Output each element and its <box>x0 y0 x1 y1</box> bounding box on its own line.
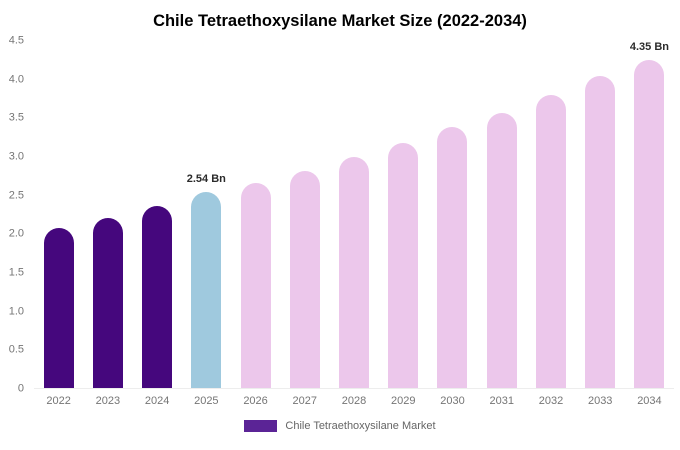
legend-swatch <box>244 420 278 432</box>
bar-column-2025: 2.54 Bn <box>182 41 231 388</box>
x-tick-2026: 2026 <box>243 395 268 407</box>
bar-2026[interactable] <box>240 182 271 388</box>
x-tick-2031: 2031 <box>489 395 514 407</box>
x-tick-2027: 2027 <box>292 395 318 407</box>
x-tick-2024: 2024 <box>144 395 170 407</box>
y-tick-0: 0 <box>17 382 24 395</box>
bar-2023[interactable] <box>92 218 123 388</box>
y-tick-3.0: 3.0 <box>8 150 24 163</box>
bar-column-2024 <box>132 41 181 388</box>
y-axis: 0 0.5 1.0 1.5 2.0 2.5 3.0 3.5 4.0 4.5 <box>0 35 28 394</box>
bar-2024[interactable] <box>142 206 173 388</box>
bar-2032[interactable] <box>535 94 566 388</box>
bar-2027[interactable] <box>289 170 320 388</box>
x-tick-2029: 2029 <box>391 395 416 407</box>
bar-column-2027 <box>280 41 329 388</box>
bar-column-2029 <box>379 41 428 388</box>
x-axis: 2022 2023 2024 2025 2026 2027 2028 2029 2030 2031… <box>34 395 674 407</box>
bar-column-2031 <box>477 41 526 388</box>
y-tick-1.5: 1.5 <box>8 266 24 279</box>
x-tick-2023: 2023 <box>95 395 121 407</box>
x-tick-2033: 2033 <box>587 395 613 407</box>
bar-2031[interactable] <box>486 112 517 388</box>
bar-2030[interactable] <box>437 127 468 388</box>
x-tick-2025: 2025 <box>194 395 219 407</box>
bar-2029[interactable] <box>388 142 419 388</box>
bar-2022[interactable] <box>43 227 74 388</box>
y-tick-0.5: 0.5 <box>8 343 24 356</box>
plot-wrap: 0 0.5 1.0 1.5 2.0 2.5 3.0 3.5 4.0 4.5 2.54 Bn 4.35… <box>9 35 674 394</box>
y-tick-2.5: 2.5 <box>8 189 24 202</box>
y-tick-1.0: 1.0 <box>8 305 24 318</box>
data-label-2025: 2.54 Bn <box>186 173 226 186</box>
bar-2028[interactable] <box>339 156 370 388</box>
y-tick-3.5: 3.5 <box>8 111 24 124</box>
bar-column-2030 <box>428 41 477 388</box>
bar-2025[interactable] <box>191 192 222 388</box>
bar-2034[interactable] <box>634 60 665 388</box>
plot-area: 2.54 Bn 4.35 Bn <box>34 41 674 389</box>
x-tick-2034: 2034 <box>637 395 662 407</box>
legend[interactable]: Chile Tetraethoxysilane Market <box>0 420 680 432</box>
x-tick-2028: 2028 <box>341 395 367 407</box>
bar-2033[interactable] <box>585 75 616 388</box>
x-tick-2032: 2032 <box>538 395 564 407</box>
x-tick-2022: 2022 <box>46 395 71 407</box>
bar-column-2033 <box>576 41 625 388</box>
data-label-2034: 4.35 Bn <box>629 41 669 53</box>
y-tick-4.5: 4.5 <box>8 34 24 47</box>
legend-label: Chile Tetraethoxysilane Market <box>285 420 436 432</box>
bar-column-2028 <box>329 41 378 388</box>
x-tick-2030: 2030 <box>440 395 465 407</box>
bar-column-2022 <box>34 41 83 388</box>
bar-column-2026 <box>231 41 280 388</box>
y-tick-4.0: 4.0 <box>8 73 24 86</box>
bar-column-2023 <box>83 41 132 388</box>
bar-column-2034: 4.35 Bn <box>625 41 674 388</box>
bar-column-2032 <box>526 41 575 388</box>
chart-title: Chile Tetraethoxysilane Market Size (202… <box>153 12 527 30</box>
y-tick-2.0: 2.0 <box>8 227 24 240</box>
